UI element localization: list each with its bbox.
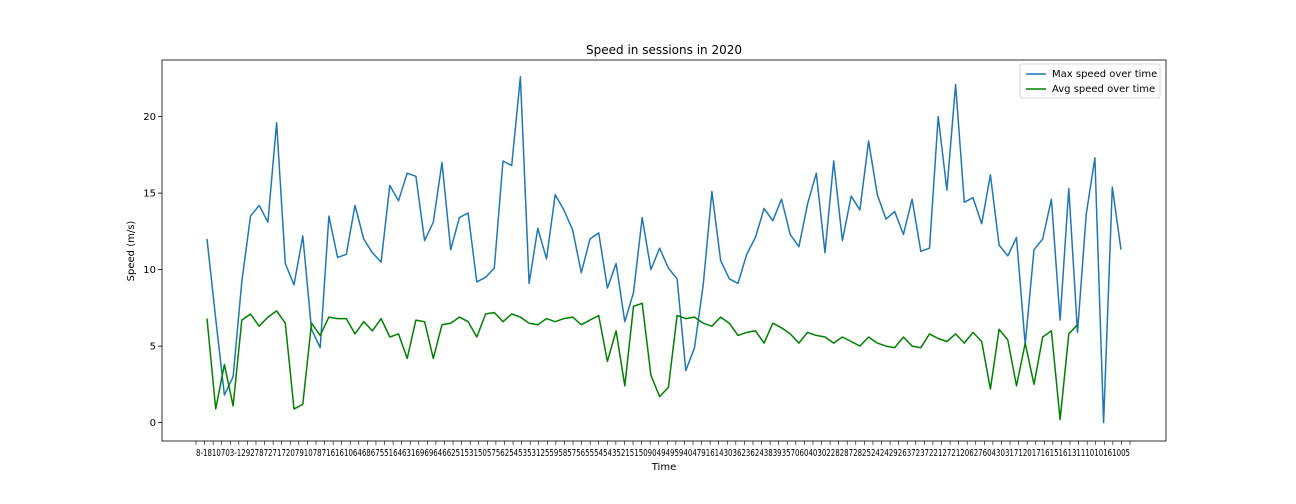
y-tick-label: 15 (143, 189, 156, 200)
y-axis-label: Speed (m/s) (126, 221, 137, 282)
series-line-max-speed (206, 76, 1122, 424)
y-tick-label: 10 (143, 265, 156, 276)
legend-box (1019, 63, 1161, 99)
y-tick-label: 0 (150, 418, 156, 429)
series-line-avg-speed (206, 302, 1079, 421)
plot-area (161, 59, 1167, 442)
chart-title: Speed in sessions in 2020 (586, 43, 742, 57)
x-tick-labels: 8-1810703-129278727172079107871616106468… (196, 448, 1130, 459)
series-lines (206, 76, 1122, 424)
y-tick-label: 5 (150, 342, 156, 353)
x-axis-label: Time (651, 462, 676, 473)
legend-label-max-speed: Max speed over time (1052, 69, 1157, 80)
x-axis (195, 441, 1131, 445)
legend-label-avg-speed: Avg speed over time (1052, 84, 1155, 95)
y-axis: 0 5 10 15 20 (143, 112, 162, 429)
y-tick-label: 20 (143, 112, 156, 123)
legend: Max speed over time Avg speed over time (1019, 63, 1161, 99)
